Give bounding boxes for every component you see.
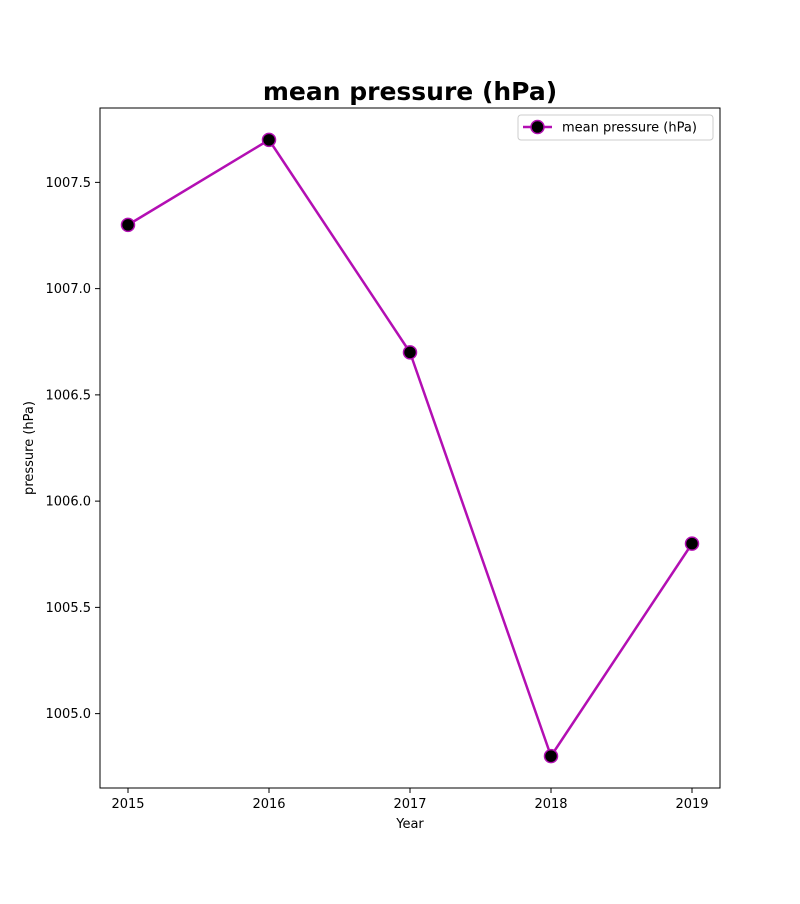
x-axis: 2015 2016 2017 2018 2019: [111, 788, 709, 812]
data-point: [402, 345, 418, 360]
y-tick-label: 1007.0: [46, 282, 92, 297]
y-tick-label: 1007.5: [46, 176, 92, 191]
y-axis: 1005.0 1005.5 1006.0 1006.5 1007.0 1007.5: [46, 176, 100, 722]
data-point: [120, 217, 136, 233]
y-tick-label: 1005.5: [46, 601, 92, 616]
y-tick-label: 1006.5: [46, 388, 92, 403]
y-tick-label: 1005.0: [46, 707, 92, 722]
legend-box: [517, 114, 714, 141]
legend-label: mean pressure (hPa): [562, 121, 697, 136]
plot-frame: [99, 107, 721, 789]
data-point: [261, 132, 277, 148]
x-tick-label: 2017: [393, 797, 426, 812]
y-axis-label: pressure (hPa): [22, 401, 37, 495]
x-tick-label: 2015: [111, 797, 144, 812]
y-tick-label: 1006.0: [46, 495, 92, 510]
x-tick-label: 2016: [252, 797, 285, 812]
data-point: [684, 536, 700, 551]
plot-area: [99, 107, 721, 789]
x-tick-label: 2019: [675, 797, 708, 812]
series-layer: [120, 132, 700, 764]
legend-marker-swatch: [530, 119, 545, 135]
chart-title: mean pressure (hPa): [263, 77, 557, 106]
x-tick-label: 2018: [534, 797, 567, 812]
x-axis-label: Year: [395, 817, 424, 832]
data-point: [543, 748, 559, 764]
legend: mean pressure (hPa): [517, 114, 714, 141]
